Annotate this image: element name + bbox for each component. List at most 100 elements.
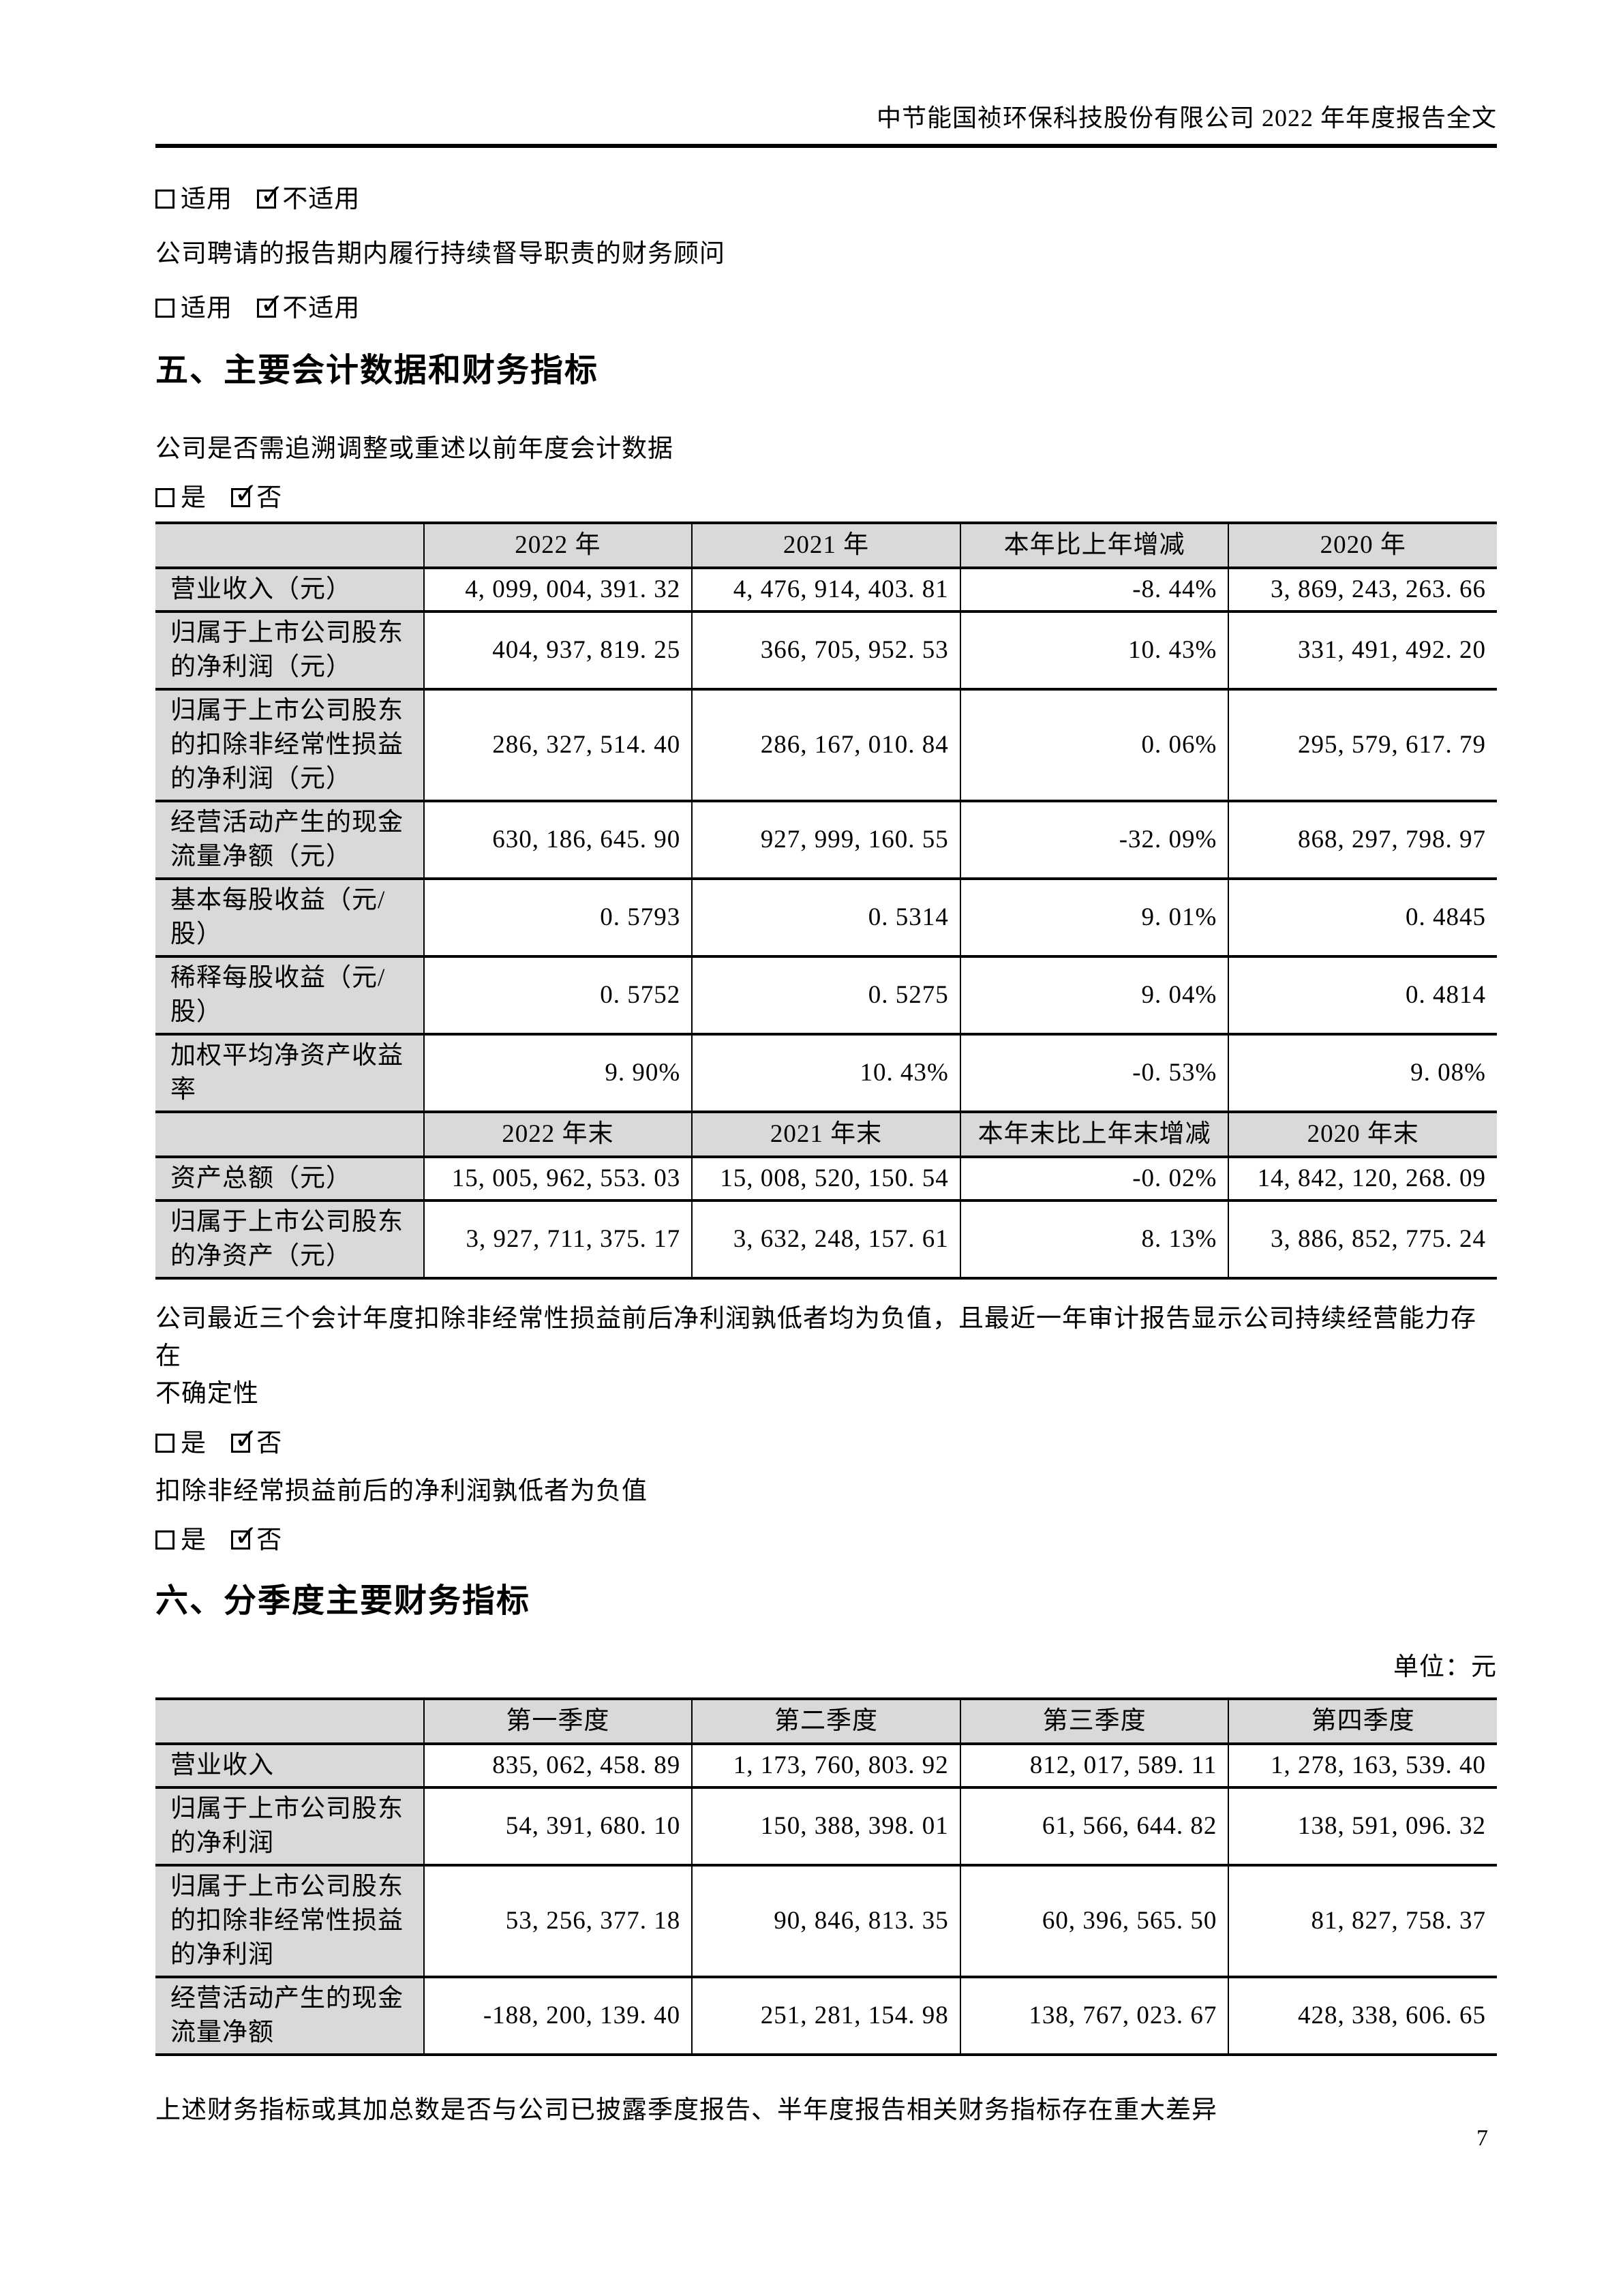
value-cell: -188, 200, 139. 40	[423, 1975, 693, 2056]
value-cell: 138, 767, 023. 67	[959, 1975, 1229, 2056]
value-cell: 0. 5752	[423, 954, 693, 1034]
table-row-deducted-net-profit: 归属于上市公司股东 的扣除非经常性损益 的净利润 53, 256, 377. 1…	[155, 1863, 1497, 1977]
value-cell: 54, 391, 680. 10	[423, 1785, 693, 1865]
table-row-net-assets: 归属于上市公司股东 的净资产（元） 3, 927, 711, 375. 17 3…	[155, 1198, 1497, 1280]
row-label: 经营活动产生的现金 流量净额（元）	[155, 799, 424, 879]
applicable-line-1: 适用 不适用	[155, 181, 1497, 217]
value-cell: 286, 327, 514. 40	[423, 687, 693, 801]
value-cell: 0. 5275	[691, 954, 960, 1034]
value-cell: -0. 53%	[959, 1032, 1229, 1112]
header-cell-empty	[155, 1697, 424, 1744]
table-row-net-profit: 归属于上市公司股东 的净利润 54, 391, 680. 10 150, 388…	[155, 1785, 1497, 1865]
value-cell: 81, 827, 758. 37	[1228, 1863, 1497, 1977]
value-cell: 3, 927, 711, 375. 17	[423, 1198, 693, 1280]
value-cell: 9. 08%	[1228, 1032, 1497, 1112]
row-label: 归属于上市公司股东 的净利润（元）	[155, 609, 424, 689]
row-label: 稀释每股收益（元/ 股）	[155, 954, 424, 1034]
header-cell-change: 本年比上年增减	[959, 521, 1229, 568]
header-cell-quarter: 第二季度	[691, 1697, 960, 1744]
option-label: 否	[256, 1429, 283, 1457]
value-cell: -32. 09%	[959, 799, 1229, 879]
value-cell: 404, 937, 819. 25	[423, 609, 693, 689]
value-cell: 10. 43%	[691, 1032, 960, 1112]
value-cell: 366, 705, 952. 53	[691, 609, 960, 689]
header-cell-year: 2021 年	[691, 521, 960, 568]
row-label: 归属于上市公司股东 的净利润	[155, 1785, 424, 1865]
checkbox-unchecked-icon	[155, 1530, 175, 1550]
header-cell-quarter: 第一季度	[423, 1697, 693, 1744]
value-cell: 8. 13%	[959, 1198, 1229, 1280]
table-row-deducted-net-profit: 归属于上市公司股东 的扣除非经常性损益 的净利润（元） 286, 327, 51…	[155, 687, 1497, 801]
header-cell-quarter: 第四季度	[1228, 1697, 1497, 1744]
row-label: 营业收入	[155, 1742, 424, 1787]
checkbox-checked-icon	[231, 1522, 258, 1550]
value-cell: 9. 01%	[959, 877, 1229, 956]
value-cell: 4, 476, 914, 403. 81	[691, 566, 960, 611]
table-row-total-assets: 资产总额（元） 15, 005, 962, 553. 03 15, 008, 5…	[155, 1155, 1497, 1200]
table-row-weighted-roe: 加权平均净资产收益 率 9. 90% 10. 43% -0. 53% 9. 08…	[155, 1032, 1497, 1112]
checkbox-checked-icon	[257, 290, 284, 318]
page-number: 7	[1476, 2126, 1488, 2151]
checkbox-unchecked-icon	[155, 189, 175, 209]
page-header-title: 中节能国祯环保科技股份有限公司 2022 年年度报告全文	[876, 104, 1497, 132]
checkbox-checked-icon	[231, 479, 258, 508]
value-cell: 1, 278, 163, 539. 40	[1228, 1742, 1497, 1787]
yesno-line-1: 是 否	[155, 479, 1497, 516]
header-rule	[155, 143, 1497, 148]
value-cell: 3, 632, 248, 157. 61	[691, 1198, 960, 1280]
option-label: 是	[181, 1429, 207, 1457]
value-cell: 812, 017, 589. 11	[959, 1742, 1229, 1787]
row-label: 归属于上市公司股东 的扣除非经常性损益 的净利润	[155, 1863, 424, 1977]
value-cell: 4, 099, 004, 391. 32	[423, 566, 693, 611]
checkbox-unchecked-icon	[155, 298, 175, 318]
unit-note: 单位：元	[1393, 1652, 1497, 1681]
value-cell: 286, 167, 010. 84	[691, 687, 960, 801]
value-cell: -0. 02%	[959, 1155, 1229, 1200]
section5-heading: 五、主要会计数据和财务指标	[155, 352, 599, 389]
table-row-diluted-eps: 稀释每股收益（元/ 股） 0. 5752 0. 5275 9. 04% 0. 4…	[155, 954, 1497, 1034]
value-cell: 0. 5314	[691, 877, 960, 956]
value-cell: 295, 579, 617. 79	[1228, 687, 1497, 801]
table-row-revenue: 营业收入（元） 4, 099, 004, 391. 32 4, 476, 914…	[155, 566, 1497, 611]
value-cell: 0. 5793	[423, 877, 693, 956]
value-cell: -8. 44%	[959, 566, 1229, 611]
row-label: 营业收入（元）	[155, 566, 424, 611]
value-cell: 138, 591, 096. 32	[1228, 1785, 1497, 1865]
value-cell: 9. 04%	[959, 954, 1229, 1034]
value-cell: 15, 008, 520, 150. 54	[691, 1155, 960, 1200]
table-row-operating-cash-flow: 经营活动产生的现金 流量净额（元） 630, 186, 645. 90 927,…	[155, 799, 1497, 879]
yesno-line-2: 是 否	[155, 1425, 1497, 1462]
restate-question: 公司是否需追溯调整或重述以前年度会计数据	[155, 434, 673, 463]
header-cell-year: 2020 年	[1228, 521, 1497, 568]
value-cell: 15, 005, 962, 553. 03	[423, 1155, 693, 1200]
page-content: 中节能国祯环保科技股份有限公司 2022 年年度报告全文 适用 不适用 公司聘请…	[0, 0, 1623, 2128]
table-header-row-years: 2022 年 2021 年 本年比上年增减 2020 年	[155, 521, 1497, 568]
value-cell: 0. 4845	[1228, 877, 1497, 956]
checkbox-unchecked-icon	[155, 487, 175, 507]
going-concern-note: 公司最近三个会计年度扣除非经常性损益前后净利润孰低者均为负值，且最近一年审计报告…	[155, 1304, 1476, 1408]
disclosure-difference-note: 上述财务指标或其加总数是否与公司已披露季度报告、半年度报告相关财务指标存在重大差…	[155, 2096, 1217, 2124]
value-cell: 3, 869, 243, 263. 66	[1228, 566, 1497, 611]
header-cell-year: 2022 年	[423, 521, 693, 568]
header-cell-yearend: 2021 年末	[691, 1110, 960, 1157]
table-row-revenue: 营业收入 835, 062, 458. 89 1, 173, 760, 803.…	[155, 1742, 1497, 1787]
option-label: 是	[181, 1526, 207, 1554]
option-label: 适用	[181, 185, 232, 213]
applicable-line-2: 适用 不适用	[155, 290, 1497, 327]
value-cell: 61, 566, 644. 82	[959, 1785, 1229, 1865]
financial-advisor-note: 公司聘请的报告期内履行持续督导职责的财务顾问	[155, 239, 725, 268]
header-cell-empty	[155, 521, 424, 568]
value-cell: 53, 256, 377. 18	[423, 1863, 693, 1977]
row-label: 加权平均净资产收益 率	[155, 1032, 424, 1112]
table-row-operating-cash-flow: 经营活动产生的现金 流量净额 -188, 200, 139. 40 251, 2…	[155, 1975, 1497, 2056]
checkbox-unchecked-icon	[155, 1433, 175, 1453]
header-cell-yearend: 2022 年末	[423, 1110, 693, 1157]
table-row-basic-eps: 基本每股收益（元/ 股） 0. 5793 0. 5314 9. 01% 0. 4…	[155, 877, 1497, 956]
table-header-row-yearend: 2022 年末 2021 年末 本年末比上年末增减 2020 年末	[155, 1110, 1497, 1157]
yesno-line-3: 是 否	[155, 1522, 1497, 1558]
value-cell: 868, 297, 798. 97	[1228, 799, 1497, 879]
checkbox-checked-icon	[257, 181, 284, 209]
value-cell: 0. 06%	[959, 687, 1229, 801]
option-label: 不适用	[282, 294, 361, 322]
